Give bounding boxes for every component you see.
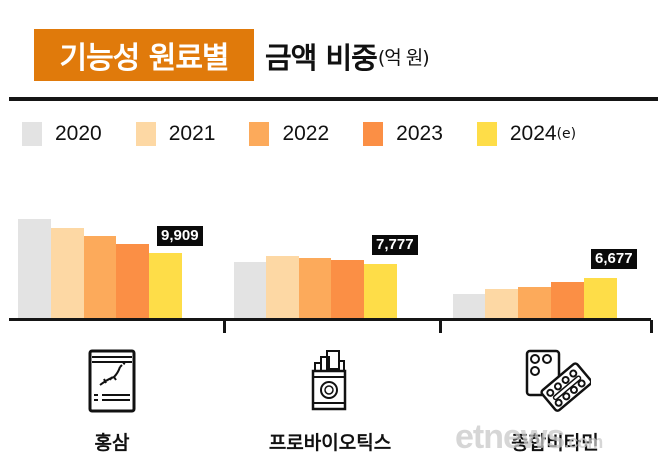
- legend-item-2024: 2024 (e): [476, 122, 577, 146]
- bar-probiotics-2021: [266, 256, 299, 318]
- bar-probiotics-2020: [234, 262, 266, 318]
- bar-multivitamin-2021: [485, 289, 518, 318]
- bar-hongsam-2023: [116, 244, 149, 318]
- category-label-probiotics: 프로바이오틱스: [268, 432, 392, 454]
- legend-swatch: [22, 122, 42, 146]
- legend-item-2022: 2022: [249, 122, 329, 146]
- value-label: 6,677: [591, 249, 637, 269]
- bar-hongsam-2020: [18, 219, 51, 318]
- axis-tick: [439, 320, 442, 333]
- watermark-logo: etnews.com: [455, 418, 603, 457]
- legend: 2020 2021 2022 2023 2024 (e): [22, 122, 610, 146]
- unit-label: (억 원): [377, 46, 430, 69]
- legend-swatch: [476, 122, 497, 146]
- legend-label: 2023: [396, 122, 443, 145]
- ginseng-package-icon: [88, 349, 136, 413]
- axis-tick: [650, 320, 653, 333]
- value-label: 9,909: [157, 226, 203, 246]
- legend-label: 2021: [168, 122, 216, 145]
- vitamin-pills-icon: [525, 349, 591, 412]
- axis-tick: [223, 320, 226, 333]
- chart-title-text: 금액 비중: [265, 41, 378, 75]
- legend-suffix: (e): [556, 126, 577, 142]
- legend-label: 2024: [509, 122, 557, 145]
- legend-item-2021: 2021: [135, 122, 216, 146]
- bar-hongsam-2021: [51, 228, 84, 318]
- bar-probiotics-2023: [331, 260, 364, 318]
- legend-swatch: [363, 122, 384, 146]
- bar-multivitamin-2020: [453, 294, 485, 318]
- category-label-multivitamin: 종합비타민: [511, 432, 599, 454]
- category-label-hongsam: 홍삼: [94, 432, 130, 454]
- legend-item-2023: 2023: [363, 122, 443, 146]
- watermark-text: etnews: [455, 418, 565, 456]
- bar-multivitamin-2024: [584, 278, 617, 318]
- bar-hongsam-2024: [149, 253, 182, 318]
- value-label: 7,777: [372, 235, 418, 255]
- header-divider: [9, 97, 658, 101]
- legend-label: 2022: [282, 122, 330, 145]
- probiotics-box-icon: [311, 350, 347, 411]
- legend-label: 2020: [55, 122, 102, 145]
- chart-title: 금액 비중 (억 원): [265, 34, 430, 78]
- legend-swatch: [135, 122, 156, 146]
- legend-item-2020: 2020: [22, 122, 102, 146]
- bar-multivitamin-2022: [518, 287, 551, 318]
- bar-probiotics-2022: [299, 258, 331, 318]
- title-highlight: 기능성 원료별: [34, 29, 254, 81]
- watermark-suffix: .com: [564, 432, 603, 452]
- legend-swatch: [249, 122, 270, 146]
- x-axis: [9, 318, 651, 321]
- bar-hongsam-2022: [84, 236, 116, 318]
- bar-multivitamin-2023: [551, 282, 584, 318]
- bar-probiotics-2024: [364, 264, 397, 318]
